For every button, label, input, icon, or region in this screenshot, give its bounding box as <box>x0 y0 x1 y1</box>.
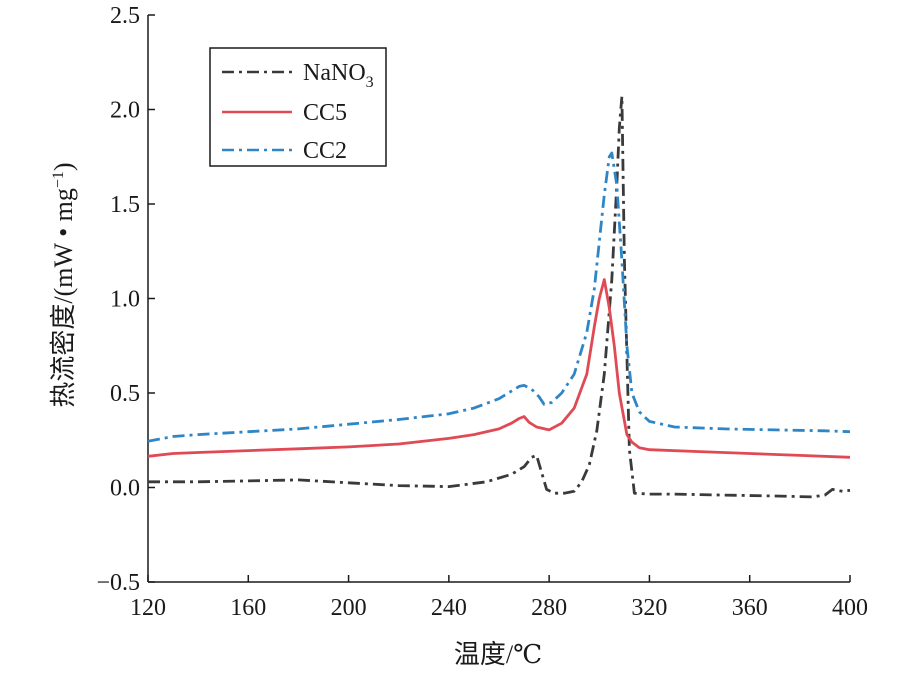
series-line-cc5 <box>147 278 851 459</box>
x-tick-label: 280 <box>531 595 567 621</box>
x-tick-label: 320 <box>631 595 667 621</box>
y-tick-label: 0.5 <box>110 381 140 407</box>
legend-label-nano3-subscript: 3 <box>366 74 374 91</box>
tick-layer: 120 160 200 240 280 320 360 400 −0.5 0.0 0.5 1.0 1.5… <box>96 3 868 621</box>
y-tick-label: 2.0 <box>110 98 140 124</box>
legend-label-cc2: CC2 <box>303 138 347 164</box>
y-axis-title: 热流密度/(mW • mg−1) <box>49 162 78 407</box>
y-axis-title-close: ) <box>49 162 78 171</box>
x-tick-label: 240 <box>431 595 467 621</box>
y-axis-title-main: 热流密度/(mW • mg <box>49 188 78 408</box>
series-line-nano3 <box>148 94 851 499</box>
x-axis-title: 温度/℃ <box>454 640 542 669</box>
y-tick-label: 2.5 <box>110 3 140 29</box>
legend-label-cc5: CC5 <box>303 100 347 126</box>
legend-label-nano3: NaNO3 <box>303 60 374 91</box>
x-tick-label: 160 <box>230 595 266 621</box>
legend-label-nano3-main: NaNO <box>303 60 366 86</box>
y-tick-label: 1.5 <box>110 192 140 218</box>
y-tick-label: 0.0 <box>110 476 140 502</box>
series-layer <box>147 94 851 499</box>
x-tick-label: 360 <box>732 595 768 621</box>
x-tick-label: 120 <box>130 595 166 621</box>
y-axis-title-superscript: −1 <box>50 171 67 188</box>
x-tick-label: 200 <box>331 595 367 621</box>
y-tick-label: 1.0 <box>110 287 140 313</box>
legend-box <box>209 47 387 167</box>
y-tick-label: −0.5 <box>96 570 140 596</box>
x-tick-label: 400 <box>832 595 868 621</box>
series-line-cc2 <box>147 151 851 443</box>
legend: NaNO3 CC5 CC2 <box>209 47 387 167</box>
